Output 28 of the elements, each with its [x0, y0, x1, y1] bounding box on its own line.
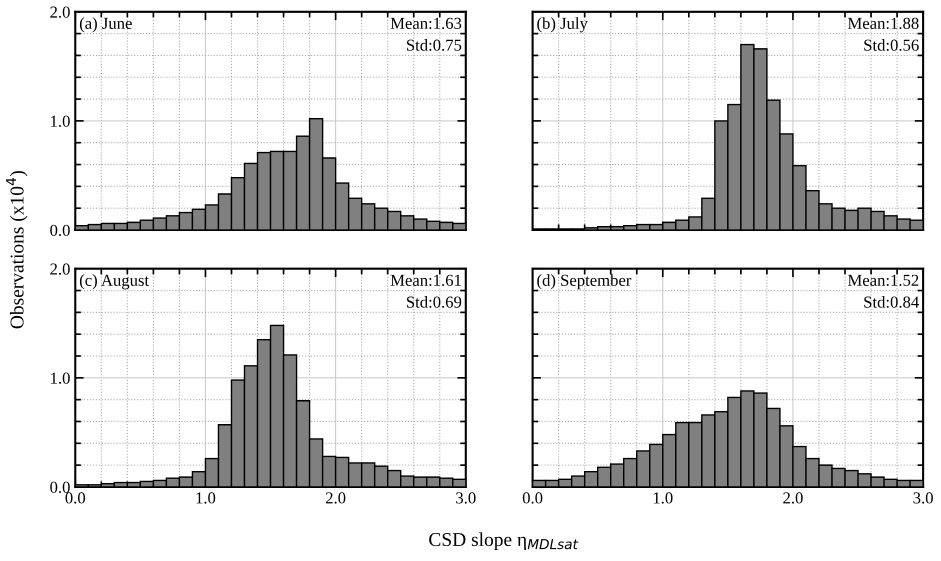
y-tick-label: 2.0: [50, 6, 70, 18]
chart-title: (b) July: [537, 17, 588, 32]
y-tick-label: 0.0: [50, 482, 70, 493]
annotation: Std:0.69: [406, 296, 462, 308]
annotation: Std:0.75: [406, 39, 462, 51]
x-tick-label: 1.0: [654, 492, 673, 504]
y-tick-label: 0.0: [50, 224, 70, 236]
annotation: Std:0.56: [864, 39, 919, 51]
annotation: Std:0.84: [864, 296, 919, 308]
x-tick-label: 2.0: [326, 492, 346, 504]
x-tick-label: 3.0: [914, 492, 933, 504]
annotation: Mean:1.63: [390, 18, 462, 30]
annotation: Mean:1.88: [848, 18, 919, 30]
annotation: Mean:1.52: [848, 274, 918, 286]
chart-title: (c) August: [80, 274, 149, 290]
x-tick-label: 3.0: [456, 492, 476, 504]
annotation: Mean:1.61: [390, 274, 461, 286]
y-axis-title: Observations (x10$^{4}$): [6, 171, 28, 328]
x-tick-label: 0.0: [66, 492, 86, 504]
y-tick-label: 2.0: [50, 263, 70, 275]
chart-title: (d) September: [537, 274, 632, 290]
x-tick-label: 2.0: [783, 492, 803, 504]
x-axis-title: CSD slope η$_{MDLsat}$: [429, 532, 578, 550]
x-tick-label: 1.0: [196, 492, 216, 504]
y-tick-label: 1.0: [51, 116, 70, 127]
x-tick-label: 0.0: [522, 492, 542, 504]
chart-title: (a) June: [80, 17, 132, 32]
y-tick-label: 1.0: [51, 372, 70, 384]
